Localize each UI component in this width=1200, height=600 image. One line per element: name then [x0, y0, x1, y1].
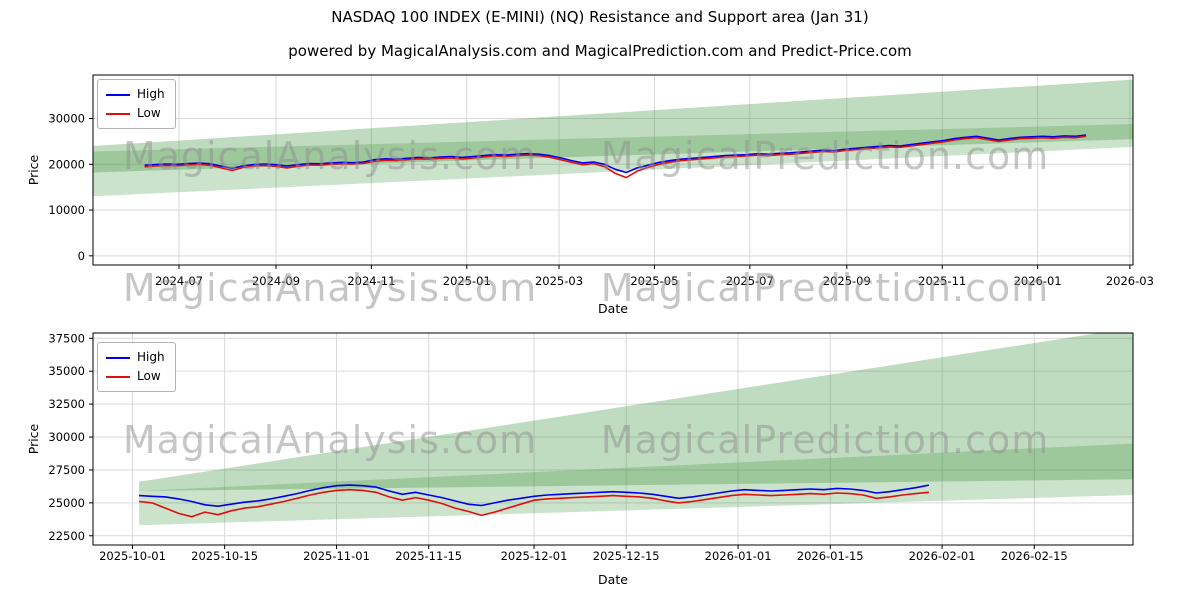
y-tick-label: 10000 — [48, 203, 85, 217]
plot-layer — [139, 333, 1133, 526]
x-tick-label: 2025-12-01 — [501, 549, 568, 563]
legend-label-high: High — [137, 350, 165, 364]
x-tick-label: 2024-07 — [155, 274, 203, 288]
x-tick-label: 2025-07 — [726, 274, 774, 288]
x-tick-label: 2025-03 — [535, 274, 583, 288]
y-tick-label: 0 — [78, 249, 85, 263]
support-area-band — [93, 124, 1133, 197]
legend-label-high: High — [137, 87, 165, 101]
x-tick-label: 2025-11 — [918, 274, 966, 288]
high-line-swatch — [106, 93, 130, 96]
x-tick-label: 2026-01-15 — [797, 549, 864, 563]
y-tick-label: 30000 — [48, 112, 85, 126]
x-tick-label: 2026-03 — [1106, 274, 1154, 288]
high-series-line — [144, 134, 1087, 174]
x-tick-label: 2026-02-15 — [1001, 549, 1068, 563]
x-tick-label: 2025-11-01 — [303, 549, 370, 563]
resistance-area-band — [139, 333, 1133, 491]
low-series-line — [139, 488, 929, 518]
y-axis-label: Price — [26, 423, 41, 454]
y-axis-label: Price — [26, 154, 41, 185]
y-tick-label: 32500 — [48, 397, 85, 411]
x-tick-label: 2025-11-15 — [395, 549, 462, 563]
y-tick-label: 27500 — [48, 463, 85, 477]
low-line-swatch — [106, 112, 130, 115]
y-tick-label: 37500 — [48, 331, 85, 345]
x-tick-label: 2025-10-15 — [191, 549, 258, 563]
high-series-line — [139, 484, 930, 507]
legend-label-low: Low — [137, 106, 161, 120]
top-chart: 2024-07 2024-09 2024-11 2025-01 2025-03 2025-… — [26, 74, 1154, 316]
x-tick-label: 2025-05 — [630, 274, 678, 288]
y-tick-label: 22500 — [48, 529, 85, 543]
y-tick-label: 20000 — [48, 157, 85, 171]
x-axis-label: Date — [598, 301, 628, 316]
x-axis-label: Date — [598, 572, 628, 587]
x-tick-label: 2024-09 — [252, 274, 300, 288]
bottom-chart: 2025-10-01 2025-10-15 2025-11-01 2025-11-15… — [26, 331, 1134, 587]
x-tick-label: 2025-10-01 — [99, 549, 166, 563]
legend-label-low: Low — [137, 369, 161, 383]
legend-item-low: Low — [106, 367, 165, 386]
x-tick-label: 2026-02-01 — [909, 549, 976, 563]
y-tick-label: 35000 — [48, 364, 85, 378]
low-series-line — [144, 135, 1087, 179]
legend-item-high: High — [106, 85, 165, 104]
legend-top: High Low — [97, 79, 176, 129]
y-tick-label: 30000 — [48, 430, 85, 444]
chart-subtitle: powered by MagicalAnalysis.com and Magic… — [288, 42, 912, 60]
x-tick-label: 2024-11 — [347, 274, 395, 288]
plot-border — [92, 332, 1134, 546]
x-tick-label: 2025-12-15 — [593, 549, 660, 563]
x-tick-label: 2026-01 — [1014, 274, 1062, 288]
x-tick-label: 2025-01 — [443, 274, 491, 288]
high-line-swatch — [106, 356, 130, 359]
plot-border — [92, 74, 1134, 266]
x-tick-label: 2026-01-01 — [705, 549, 772, 563]
plot-layer — [93, 79, 1133, 197]
legend-bottom: High Low — [97, 342, 176, 392]
legend-item-high: High — [106, 348, 165, 367]
support-area-band — [139, 443, 1133, 526]
y-tick-label: 25000 — [48, 496, 85, 510]
chart-title: NASDAQ 100 INDEX (E-MINI) (NQ) Resistanc… — [331, 8, 869, 26]
resistance-area-band — [93, 79, 1133, 173]
low-line-swatch — [106, 375, 130, 378]
x-tick-label: 2025-09 — [823, 274, 871, 288]
legend-item-low: Low — [106, 104, 165, 123]
